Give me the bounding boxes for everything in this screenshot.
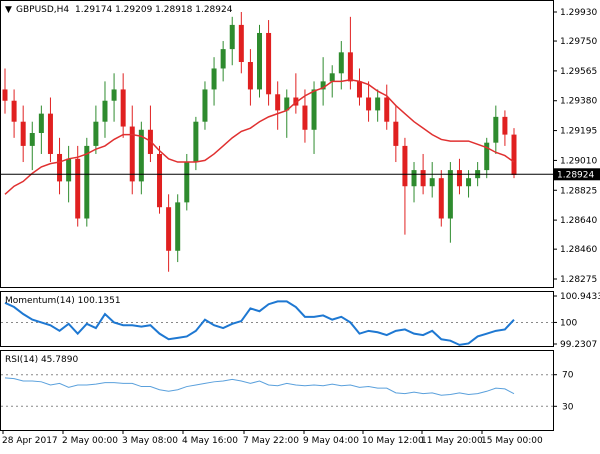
candle-body [120, 89, 126, 127]
candle-body [347, 52, 353, 82]
time-axis-label: 7 May 22:00 [243, 436, 299, 446]
time-axis-label: 9 May 04:00 [303, 436, 359, 446]
candle-body [484, 142, 490, 171]
price-axis-label: 1.29380 [560, 97, 597, 107]
candle-body [257, 32, 262, 90]
candle-body [129, 126, 135, 182]
candle-body [275, 94, 281, 111]
time-axis-label: 10 May 12:00 [362, 436, 424, 446]
candle-body [111, 89, 117, 101]
momentum-panel-frame [0, 291, 554, 347]
candle-body [466, 178, 472, 187]
candle-body [402, 145, 408, 187]
candle-body [320, 81, 326, 90]
momentum-axis-label: 100 [560, 318, 577, 328]
candle-body [284, 97, 290, 111]
candle-body [138, 129, 144, 182]
rsi-panel-frame [0, 350, 554, 431]
price-axis-label: 1.29565 [560, 67, 597, 77]
momentum-line [4, 300, 515, 346]
price-axis-label: 1.28640 [560, 216, 597, 226]
candle-body [447, 170, 453, 219]
time-axis-label: 11 May 20:00 [421, 436, 483, 446]
candle-body [202, 89, 208, 122]
moving-average-line [4, 78, 515, 195]
candle-body [438, 178, 444, 219]
price-layer [1, 12, 553, 272]
candle-body [220, 49, 226, 69]
rsi-title: RSI(14) 45.7890 [5, 355, 78, 365]
candle-body [184, 162, 190, 203]
time-axis-label: 3 May 08:00 [122, 436, 178, 446]
price-axis-label: 1.28825 [560, 186, 597, 196]
candle-body [411, 170, 417, 187]
rsi-line [4, 377, 515, 396]
candle-body [38, 113, 44, 133]
momentum-title: Momentum(14) 100.1351 [5, 296, 121, 306]
chart-symbol: GBPUSD,H4 [16, 5, 69, 15]
candle-body [502, 116, 508, 135]
candle-body [393, 121, 399, 146]
candle-body [429, 178, 435, 187]
time-axis-label: 4 May 16:00 [182, 436, 238, 446]
candle-body [175, 202, 181, 251]
candle-body [57, 153, 63, 182]
candle-body [375, 97, 381, 111]
candle-body [66, 158, 72, 182]
price-axis-label: 1.28460 [560, 245, 597, 255]
chart-header-arrow: ▼ [5, 5, 12, 15]
current-price-label: 1.28924 [557, 170, 594, 180]
candle-body [29, 132, 35, 146]
time-axis-label: 2 May 00:00 [62, 436, 118, 446]
candle-body [493, 116, 499, 143]
price-axis-label: 1.29750 [560, 37, 597, 47]
candle-body [11, 100, 17, 122]
candle-body [229, 24, 235, 50]
momentum-axis-label: 100.9433 [560, 292, 600, 302]
rsi-layer [1, 374, 553, 407]
price-axis-label: 1.29010 [560, 156, 597, 166]
candle-body [311, 89, 317, 130]
rsi-axis-label: 30 [562, 402, 574, 412]
candle-body [329, 73, 335, 82]
candle-body [193, 121, 199, 163]
current-price-label-bg [554, 168, 600, 181]
time-axis-label: 28 Apr 2017 [2, 436, 58, 446]
candle-body [266, 32, 272, 95]
candle-body [238, 24, 244, 63]
price-axis-label: 1.29930 [560, 8, 597, 18]
candle-body [47, 113, 53, 154]
time-axis-label: 15 May 00:00 [481, 436, 543, 446]
candle-body [211, 68, 217, 90]
price-panel-frame [0, 0, 554, 288]
price-axis-label: 1.28275 [560, 275, 597, 285]
candle-body [2, 89, 8, 101]
candle-body [84, 145, 90, 219]
rsi-axis-label: 70 [562, 371, 574, 381]
momentum-layer [1, 300, 553, 346]
candle-body [247, 62, 253, 90]
candle-body [302, 105, 308, 130]
candle-body [102, 100, 108, 122]
candle-body [166, 207, 172, 251]
candle-body [157, 153, 163, 208]
candle-body [384, 97, 390, 122]
candle-body [20, 121, 26, 146]
chart-ohlc: 1.29174 1.29209 1.28918 1.28924 [75, 5, 233, 15]
candle-body [366, 97, 372, 111]
candle-body [93, 121, 99, 146]
momentum-axis-label: 99.2307 [560, 340, 597, 350]
candle-body [420, 170, 426, 187]
price-axis-label: 1.29195 [560, 127, 597, 137]
candle-body [75, 158, 81, 219]
candle-body [456, 170, 462, 187]
candle-body [356, 81, 362, 98]
axis-layer: 1.29930 1.29750 1.29565 1.29380 1.29195 1.290… [2, 8, 600, 446]
candle-body [338, 52, 344, 74]
candle-body [511, 134, 517, 175]
